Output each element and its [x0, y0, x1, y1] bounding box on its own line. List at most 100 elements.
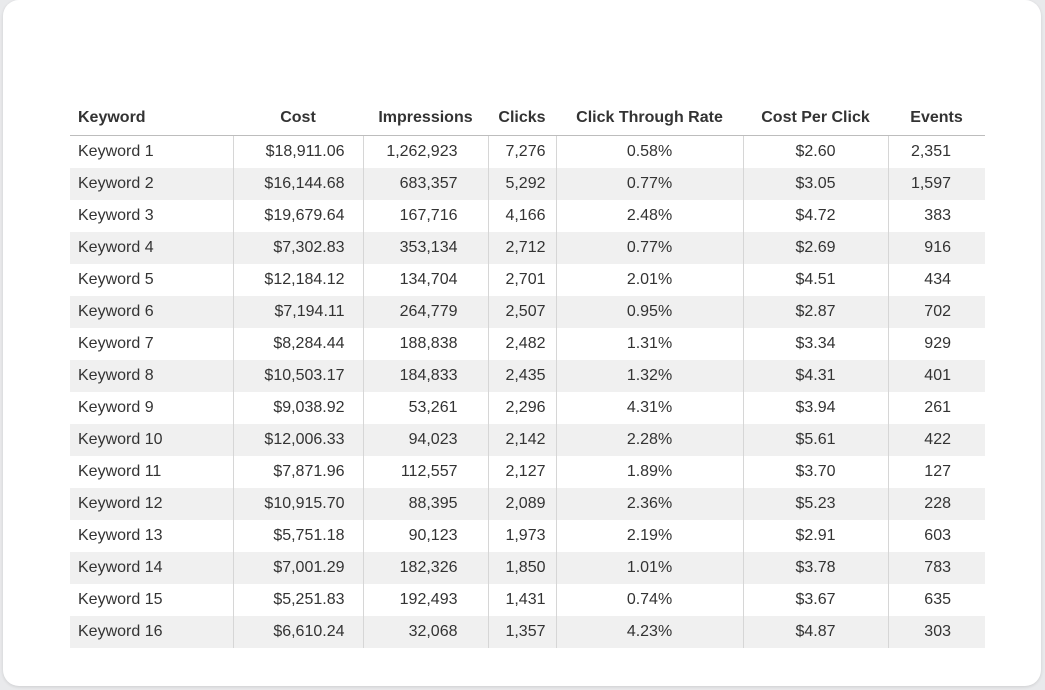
- table-row[interactable]: Keyword 3 $19,679.64 167,716 4,166 2.48% $4.7…: [70, 200, 985, 232]
- cell-impressions: 112,557: [363, 456, 489, 488]
- cell-ctr: 4.31%: [556, 392, 744, 424]
- header-keyword[interactable]: Keyword: [70, 100, 233, 136]
- table-row[interactable]: Keyword 9 $9,038.92 53,261 2,296 4.31% $3.94 2…: [70, 392, 985, 424]
- cell-ctr: 0.77%: [556, 168, 744, 200]
- header-clicks[interactable]: Clicks: [488, 100, 556, 136]
- cell-cost: $8,284.44: [233, 328, 364, 360]
- cell-events: 702: [888, 296, 985, 328]
- cell-events: 783: [888, 552, 985, 584]
- cell-cost: $19,679.64: [233, 200, 364, 232]
- header-ctr[interactable]: Click Through Rate: [556, 100, 743, 136]
- cell-impressions: 353,134: [363, 232, 489, 264]
- cell-keyword: Keyword 4: [70, 232, 234, 264]
- cell-events: 2,351: [910, 143, 951, 160]
- cell-keyword: Keyword 13: [70, 520, 234, 552]
- cell-ctr: 0.74%: [556, 584, 744, 616]
- header-impressions[interactable]: Impressions: [363, 100, 488, 136]
- cell-clicks: 2,127: [488, 456, 557, 488]
- cell-cost: $12,006.33: [233, 424, 364, 456]
- cell-keyword: Keyword 7: [70, 328, 234, 360]
- cell-events: 127: [924, 463, 951, 480]
- cell-cpc: $2.69: [743, 232, 889, 264]
- cell-cpc: $4.72: [743, 200, 889, 232]
- cell-events: 228: [888, 488, 985, 520]
- cell-cpc: $2.60: [743, 135, 889, 168]
- cell-events: 422: [888, 424, 985, 456]
- cell-impressions: 184,833: [363, 360, 489, 392]
- cell-impressions: 167,716: [363, 200, 489, 232]
- cell-cost: $5,251.83: [233, 584, 364, 616]
- cell-impressions: 192,493: [363, 584, 489, 616]
- table-body: Keyword 1 $18,911.06 1,262,923 7,276 0.58% $2…: [70, 135, 985, 648]
- cell-cost: $7,871.96: [233, 456, 364, 488]
- cell-cost: $5,751.18: [233, 520, 364, 552]
- cell-impressions: 32,068: [363, 616, 489, 648]
- cell-events: 1,597: [888, 168, 985, 200]
- cell-events: 401: [888, 360, 985, 392]
- table-row[interactable]: Keyword 1 $18,911.06 1,262,923 7,276 0.58% $2…: [70, 135, 985, 168]
- cell-cost: $18,911.06: [233, 135, 364, 168]
- cell-keyword: Keyword 2: [70, 168, 234, 200]
- cell-impressions: 188,838: [363, 328, 489, 360]
- cell-ctr: 2.36%: [556, 488, 744, 520]
- table-row[interactable]: Keyword 13 $5,751.18 90,123 1,973 2.19% $2.91…: [70, 520, 985, 552]
- cell-keyword: Keyword 14: [70, 552, 234, 584]
- cell-keyword: Keyword 16: [70, 616, 234, 648]
- cell-ctr: 1.01%: [556, 552, 744, 584]
- cell-clicks: 4,166: [488, 200, 557, 232]
- table-row[interactable]: Keyword 14 $7,001.29 182,326 1,850 1.01% $3.7…: [70, 552, 985, 584]
- cell-clicks: 2,089: [488, 488, 557, 520]
- cell-clicks: 2,296: [488, 392, 557, 424]
- cell-clicks: 2,142: [488, 424, 557, 456]
- cell-events: 383: [924, 207, 951, 224]
- cell-ctr: 1.32%: [556, 360, 744, 392]
- table-row[interactable]: Keyword 7 $8,284.44 188,838 2,482 1.31% $3.34…: [70, 328, 985, 360]
- cell-impressions: 683,357: [363, 168, 489, 200]
- cell-events: 635: [924, 591, 951, 608]
- cell-cpc: $4.51: [743, 264, 889, 296]
- cell-events: 261: [924, 399, 951, 416]
- cell-cpc: $3.34: [743, 328, 889, 360]
- cell-keyword: Keyword 3: [70, 200, 234, 232]
- table-row[interactable]: Keyword 4 $7,302.83 353,134 2,712 0.77% $2.69…: [70, 232, 985, 264]
- cell-ctr: 0.58%: [556, 135, 744, 168]
- table-row[interactable]: Keyword 8 $10,503.17 184,833 2,435 1.32% $4.3…: [70, 360, 985, 392]
- table-row[interactable]: Keyword 5 $12,184.12 134,704 2,701 2.01% $4.5…: [70, 264, 985, 296]
- cell-ctr: 2.19%: [556, 520, 744, 552]
- cell-cost: $7,001.29: [233, 552, 364, 584]
- header-events[interactable]: Events: [888, 100, 985, 136]
- cell-events: 434: [924, 271, 951, 288]
- cell-cpc: $3.05: [743, 168, 889, 200]
- cell-keyword: Keyword 8: [70, 360, 234, 392]
- table-row[interactable]: Keyword 11 $7,871.96 112,557 2,127 1.89% $3.7…: [70, 456, 985, 488]
- cell-cost: $10,503.17: [233, 360, 364, 392]
- cell-cost: $7,302.83: [233, 232, 364, 264]
- cell-cost: $10,915.70: [233, 488, 364, 520]
- cell-clicks: 2,701: [488, 264, 557, 296]
- header-cost[interactable]: Cost: [233, 100, 363, 136]
- cell-cpc: $5.23: [743, 488, 889, 520]
- cell-cpc: $5.61: [743, 424, 889, 456]
- cell-ctr: 0.95%: [556, 296, 744, 328]
- cell-clicks: 2,712: [488, 232, 557, 264]
- cell-cpc: $3.67: [743, 584, 889, 616]
- table-row[interactable]: Keyword 6 $7,194.11 264,779 2,507 0.95% $2.87…: [70, 296, 985, 328]
- cell-keyword: Keyword 5: [70, 264, 234, 296]
- keyword-table: Keyword Cost Impressions Clicks Click Th…: [70, 100, 985, 648]
- cell-clicks: 2,507: [488, 296, 557, 328]
- cell-impressions: 53,261: [363, 392, 489, 424]
- cell-keyword: Keyword 1: [70, 135, 234, 168]
- table-row[interactable]: Keyword 2 $16,144.68 683,357 5,292 0.77% $3.0…: [70, 168, 985, 200]
- header-cpc[interactable]: Cost Per Click: [743, 100, 888, 136]
- cell-ctr: 1.31%: [556, 328, 744, 360]
- cell-cost: $16,144.68: [233, 168, 364, 200]
- cell-clicks: 7,276: [488, 135, 557, 168]
- table-row[interactable]: Keyword 12 $10,915.70 88,395 2,089 2.36% $5.2…: [70, 488, 985, 520]
- table-row[interactable]: Keyword 15 $5,251.83 192,493 1,431 0.74% $3.6…: [70, 584, 985, 616]
- cell-keyword: Keyword 6: [70, 296, 234, 328]
- cell-clicks: 1,431: [488, 584, 557, 616]
- table-row[interactable]: Keyword 16 $6,610.24 32,068 1,357 4.23% $4.87…: [70, 616, 985, 648]
- table-row[interactable]: Keyword 10 $12,006.33 94,023 2,142 2.28% $5.6…: [70, 424, 985, 456]
- cell-keyword: Keyword 11: [70, 456, 234, 488]
- cell-events: 603: [924, 527, 951, 544]
